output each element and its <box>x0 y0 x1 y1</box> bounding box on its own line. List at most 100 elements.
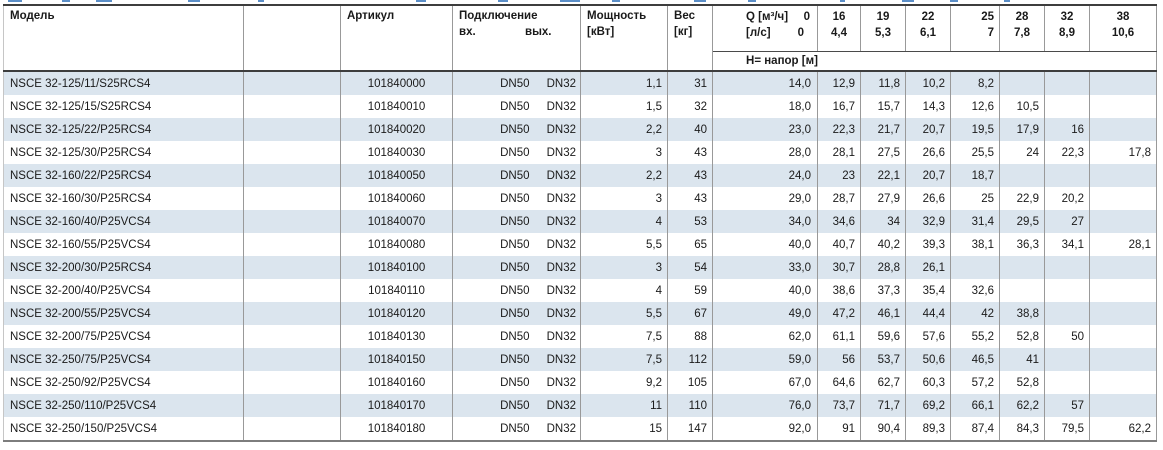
cell-head-q2: 11,8 <box>860 71 907 95</box>
pump-spec-table: Модель Артикул Подключение вх. вых. Мощн… <box>3 4 1158 442</box>
cell-dn-outlet: DN32 <box>535 118 582 141</box>
table-row: NSCE 32-125/15/S25RCS4 101840010 DN50 DN32 1… <box>3 95 1158 118</box>
cell-head-q5: 41 <box>999 348 1046 371</box>
table-row: NSCE 32-250/92/P25VCS4 101840160 DN50 DN32 9… <box>3 371 1158 394</box>
cell-head-q0: 18,0 <box>712 95 819 118</box>
cell-head-q7 <box>1089 164 1158 187</box>
col-header-model: Модель <box>3 5 244 72</box>
cell-head-q1: 34,6 <box>817 210 862 233</box>
cell-article: 101840120 <box>340 302 453 325</box>
cell-head-q1: 12,9 <box>817 71 862 95</box>
cell-head-q2: 34 <box>860 210 907 233</box>
cell-head-q2: 37,3 <box>860 279 907 302</box>
cell-head-q6 <box>1044 71 1091 95</box>
cell-dn-inlet: DN50 <box>452 71 536 95</box>
col-header-q38: 38 10,6 <box>1089 5 1158 52</box>
power-unit: [кВт] <box>587 26 615 38</box>
cell-spacer <box>243 417 341 441</box>
cell-head-q0: 23,0 <box>712 118 819 141</box>
q-m3h-value: 16 <box>832 11 846 23</box>
table-row: NSCE 32-200/55/P25VCS4 101840120 DN50 DN32 5… <box>3 302 1158 325</box>
cell-article: 101840170 <box>340 394 453 417</box>
q-m3h-value: 19 <box>876 11 890 23</box>
cell-weight: 54 <box>667 256 714 279</box>
cell-head-q0: 92,0 <box>712 417 819 441</box>
table-row: NSCE 32-125/22/P25RCS4 101840020 DN50 DN32 2… <box>3 118 1158 141</box>
cell-spacer <box>243 118 341 141</box>
cell-power: 3 <box>580 141 669 164</box>
cell-head-q6: 57 <box>1044 394 1091 417</box>
cell-head-q0: 24,0 <box>712 164 819 187</box>
cell-spacer <box>243 164 341 187</box>
cell-article: 101840080 <box>340 233 453 256</box>
cell-head-q4: 55,2 <box>950 325 1001 348</box>
cell-head-q6 <box>1044 279 1091 302</box>
cell-head-q1: 28,1 <box>817 141 862 164</box>
cell-article: 101840070 <box>340 210 453 233</box>
cell-model: NSCE 32-250/75/P25VCS4 <box>3 348 244 371</box>
cell-head-q2: 27,5 <box>860 141 907 164</box>
cell-head-q3: 57,6 <box>905 325 952 348</box>
cell-power: 2,2 <box>580 164 669 187</box>
cell-head-q1: 73,7 <box>817 394 862 417</box>
cell-model: NSCE 32-125/15/S25RCS4 <box>3 95 244 118</box>
cell-article: 101840100 <box>340 256 453 279</box>
cell-head-q6: 79,5 <box>1044 417 1091 441</box>
cell-head-q1: 61,1 <box>817 325 862 348</box>
cell-weight: 65 <box>667 233 714 256</box>
cell-head-q7 <box>1089 95 1158 118</box>
cell-dn-outlet: DN32 <box>535 348 582 371</box>
cell-dn-outlet: DN32 <box>535 371 582 394</box>
cell-head-q5: 24 <box>999 141 1046 164</box>
q-ls-value: 7 <box>987 27 995 39</box>
cell-spacer <box>243 256 341 279</box>
cell-head-q1: 16,7 <box>817 95 862 118</box>
col-header-connection: Подключение вх. вых. <box>452 5 582 72</box>
cell-dn-inlet: DN50 <box>500 330 530 343</box>
table-row: NSCE 32-160/55/P25VCS4 101840080 DN50 DN32 5… <box>3 233 1158 256</box>
cell-head-q3: 14,3 <box>905 95 952 118</box>
cell-head-q4: 19,5 <box>950 118 1001 141</box>
cell-dn-outlet: DN32 <box>535 256 582 279</box>
cell-head-q1: 91 <box>817 417 862 441</box>
cell-head-q1: 30,7 <box>817 256 862 279</box>
q-flow-zero: 0 <box>803 11 811 23</box>
table-row: NSCE 32-125/30/P25RCS4 101840030 DN50 DN32 3… <box>3 141 1158 164</box>
cell-head-q7 <box>1089 371 1158 394</box>
cell-head-q6 <box>1044 371 1091 394</box>
cell-power: 5,5 <box>580 302 669 325</box>
cell-head-q7: 62,2 <box>1089 417 1158 441</box>
cell-dn-inlet: DN50 <box>500 238 530 251</box>
cell-power: 4 <box>580 210 669 233</box>
cell-dn-outlet: DN32 <box>535 302 582 325</box>
cell-dn-outlet: DN32 <box>535 141 582 164</box>
cell-head-q2: 90,4 <box>860 417 907 441</box>
cell-head-q2: 21,7 <box>860 118 907 141</box>
cell-head-q6 <box>1044 95 1091 118</box>
cell-head-q3: 20,7 <box>905 118 952 141</box>
cell-head-q4: 18,7 <box>950 164 1001 187</box>
q-m3h-value: 32 <box>1060 11 1074 23</box>
col-header-q19: 19 5,3 <box>860 5 907 52</box>
cell-head-q1: 28,7 <box>817 187 862 210</box>
cell-head-q5 <box>999 256 1046 279</box>
cell-power: 9,2 <box>580 371 669 394</box>
col-header-article-label: Артикул <box>347 10 395 22</box>
cell-head-q4: 12,6 <box>950 95 1001 118</box>
cell-article: 101840060 <box>340 187 453 210</box>
cell-weight: 43 <box>667 187 714 210</box>
cell-head-q4: 32,6 <box>950 279 1001 302</box>
cell-power: 11 <box>580 394 669 417</box>
cell-head-q3: 39,3 <box>905 233 952 256</box>
cell-head-q0: 40,0 <box>712 279 819 302</box>
cell-dn-inlet: DN50 <box>500 100 530 113</box>
cell-power: 2,2 <box>580 118 669 141</box>
cell-model: NSCE 32-250/110/P25VCS4 <box>3 394 244 417</box>
head-band-label: Н= напор [м] <box>712 51 1158 72</box>
cell-head-q6: 22,3 <box>1044 141 1091 164</box>
cell-model: NSCE 32-200/30/P25RCS4 <box>3 256 244 279</box>
cell-head-q7 <box>1089 118 1158 141</box>
cell-head-q6: 27 <box>1044 210 1091 233</box>
cell-article: 101840050 <box>340 164 453 187</box>
cell-model: NSCE 32-125/22/P25RCS4 <box>3 118 244 141</box>
